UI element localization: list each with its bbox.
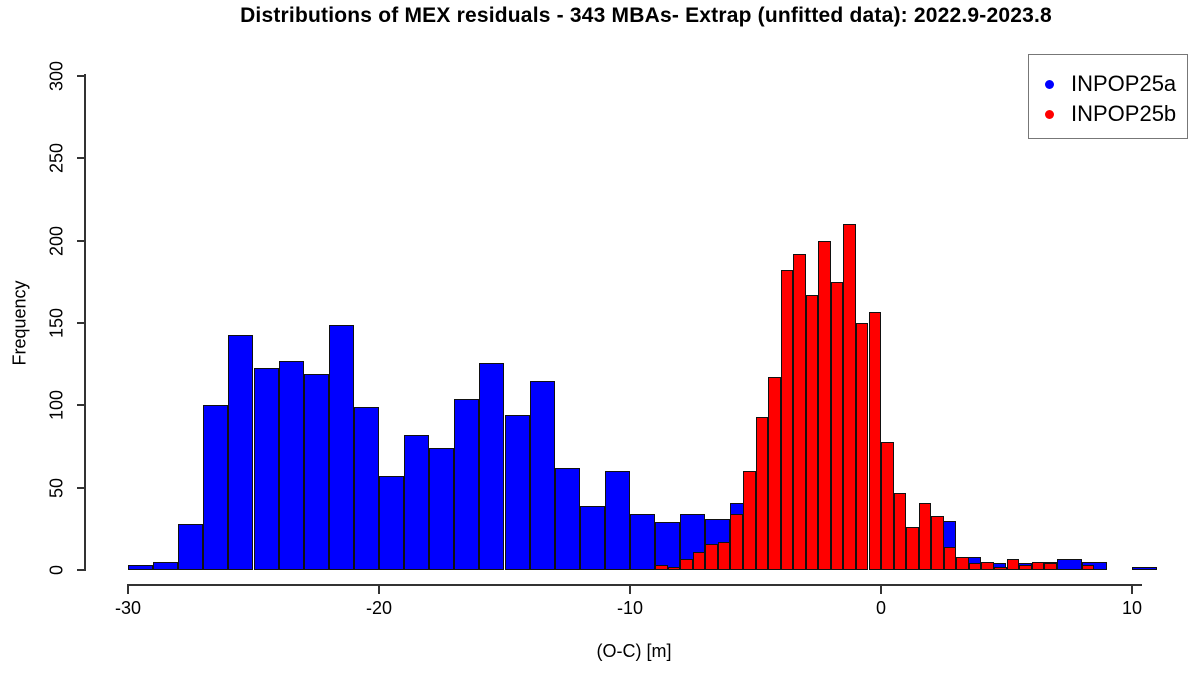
histogram-bar-inpop25a <box>604 471 630 570</box>
histogram-bar-inpop25b <box>956 556 969 570</box>
y-tick <box>77 157 85 160</box>
x-tick <box>629 586 631 594</box>
histogram-bar-inpop25a <box>353 407 379 570</box>
histogram-bar-inpop25b <box>918 502 932 570</box>
histogram-bar-inpop25a <box>454 398 480 570</box>
histogram-bar-inpop25b <box>717 542 731 570</box>
histogram-bar-inpop25a <box>178 523 204 570</box>
y-tick-label: 300 <box>46 60 67 92</box>
histogram-bar-inpop25b <box>843 224 856 570</box>
histogram-bar-inpop25b <box>1006 558 1020 570</box>
histogram-bar-inpop25b <box>981 561 994 570</box>
x-axis-title: (O-C) [m] <box>596 641 672 661</box>
x-tick <box>378 586 380 594</box>
legend-swatch <box>1045 109 1054 119</box>
histogram-bar-inpop25a <box>479 362 505 570</box>
y-tick <box>77 239 85 242</box>
y-tick <box>77 569 85 571</box>
histogram-bar-inpop25b <box>705 543 718 570</box>
histogram-bar-inpop25a <box>328 324 354 570</box>
histogram-bar-inpop25a <box>529 380 555 570</box>
histogram-bar-inpop25a <box>128 565 154 570</box>
histogram-bar-inpop25b <box>855 323 869 570</box>
histogram-bar-inpop25a <box>579 505 605 570</box>
y-tick-label: 150 <box>46 307 67 339</box>
histogram-bar-inpop25b <box>780 270 794 570</box>
histogram-bar-inpop25b <box>893 492 907 570</box>
x-tick-label: 10 <box>1121 598 1143 618</box>
y-axis-line <box>84 74 86 571</box>
x-tick <box>880 586 882 594</box>
histogram-bar-inpop25b <box>680 558 693 570</box>
histogram-bar-inpop25b <box>968 563 982 570</box>
y-axis-title: Frequency <box>9 280 30 366</box>
histogram-bar-inpop25a <box>379 476 405 570</box>
x-tick-label: -20 <box>365 598 393 618</box>
chart-title: Distributions of MEX residuals - 343 MBA… <box>240 4 1052 27</box>
y-tick-label: 200 <box>46 225 67 256</box>
histogram-bar-inpop25b <box>1019 565 1032 570</box>
y-tick <box>77 322 85 324</box>
histogram-bar-inpop25b <box>830 281 844 570</box>
histogram-bar-inpop25b <box>805 295 819 570</box>
x-tick <box>127 586 129 594</box>
histogram-bar-inpop25b <box>1044 563 1057 570</box>
y-tick-label: 0 <box>46 564 67 576</box>
y-tick-label: 100 <box>46 390 67 421</box>
histogram-bar-inpop25b <box>793 253 806 570</box>
histogram-bar-inpop25b <box>755 416 769 570</box>
histogram-bar-inpop25b <box>906 527 919 570</box>
legend-item: INPOP25a <box>1029 72 1187 96</box>
y-tick-label: 250 <box>46 143 67 174</box>
histogram-bar-inpop25a <box>630 514 656 570</box>
histogram-bar-inpop25b <box>943 546 957 570</box>
histogram-bar-inpop25b <box>868 311 882 570</box>
legend-item: INPOP25b <box>1029 102 1187 126</box>
histogram-bar-inpop25b <box>881 441 894 570</box>
legend-label: INPOP25b <box>1071 101 1177 126</box>
x-tick-label: -10 <box>616 598 644 618</box>
histogram-bar-inpop25a <box>1132 566 1158 570</box>
histogram-bar-inpop25b <box>743 471 756 570</box>
histogram-bar-inpop25a <box>404 435 430 570</box>
y-tick-label: 50 <box>46 477 67 498</box>
histogram-bar-inpop25a <box>554 467 580 570</box>
histogram-bar-inpop25b <box>818 240 831 570</box>
histogram-bar-inpop25a <box>303 374 329 570</box>
histogram-bar-inpop25a <box>228 334 254 570</box>
histogram-bar-inpop25a <box>153 561 179 570</box>
legend-box: INPOP25a INPOP25b <box>1028 54 1188 139</box>
y-tick <box>77 486 85 489</box>
histogram-bar-inpop25b <box>692 551 706 570</box>
y-tick <box>77 75 85 77</box>
histogram-bar-inpop25b <box>931 515 944 570</box>
x-tick <box>1131 586 1133 594</box>
histogram-bar-inpop25a <box>504 415 530 570</box>
histogram-bar-inpop25a <box>203 405 229 570</box>
x-tick-label: 0 <box>875 598 887 618</box>
histogram-bar-inpop25b <box>667 566 681 570</box>
histogram-bar-inpop25a <box>278 360 304 570</box>
histogram-bar-inpop25a <box>655 522 681 570</box>
histogram-bar-inpop25b <box>655 565 668 570</box>
y-tick <box>77 404 85 407</box>
histogram-bar-inpop25b <box>768 377 781 570</box>
x-axis-line <box>127 584 1142 586</box>
histogram-bar-inpop25b <box>994 566 1007 570</box>
histogram-bar-inpop25a <box>429 448 455 570</box>
x-tick-label: -30 <box>114 598 142 618</box>
histogram-bar-inpop25b <box>1081 565 1095 570</box>
legend-label: INPOP25a <box>1071 71 1177 96</box>
legend-swatch <box>1045 79 1054 89</box>
histogram-bar-inpop25a <box>253 367 279 570</box>
histogram-bar-inpop25a <box>1056 558 1082 570</box>
histogram-bar-inpop25b <box>730 514 743 570</box>
histogram-bar-inpop25b <box>1031 561 1045 570</box>
